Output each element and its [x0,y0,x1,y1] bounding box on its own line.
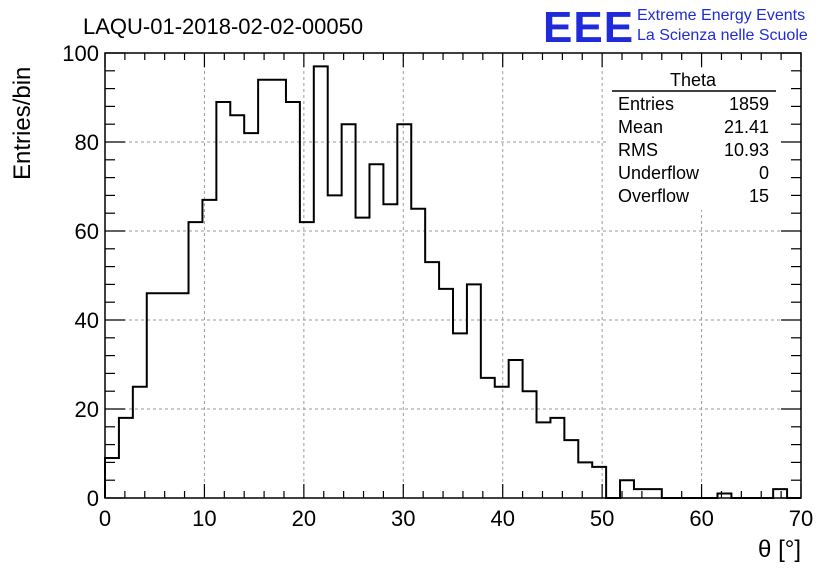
y-tick-label: 80 [75,130,99,155]
stats-row-value: 1859 [729,94,769,114]
histogram-line [104,65,801,499]
y-tick-label: 100 [62,41,99,66]
y-tick-label: 40 [75,308,99,333]
stats-rows: Entries 1859 Mean 21.41 RMS 10.93 Underflow 0 Ov… [618,94,769,206]
x-tick-label: 50 [590,506,614,531]
y-tick-label: 60 [75,219,99,244]
stats-row-label: Underflow [618,163,700,183]
x-tick-label: 40 [490,506,514,531]
tick-labels: 0 10 20 30 40 50 60 70 0 20 40 60 80 100 [62,41,813,531]
stats-row-label: RMS [618,140,658,160]
chart-title: LAQU-01-2018-02-02-00050 [83,14,363,39]
stats-row-label: Overflow [618,186,690,206]
plot-frame [104,52,802,499]
axis-ticks [104,52,802,499]
stats-box: Theta Entries 1859 Mean 21.41 RMS 10.93 Underf… [608,70,780,210]
x-tick-label: 60 [689,506,713,531]
x-tick-label: 20 [292,506,316,531]
stats-row-value: 15 [749,186,769,206]
eee-logo-line1: Extreme Energy Events [637,7,805,24]
eee-logo: EEE Extreme Energy Events La Scienza nel… [543,3,808,52]
y-tick-label: 20 [75,397,99,422]
stats-row-label: Mean [618,117,663,137]
x-tick-label: 10 [192,506,216,531]
eee-logo-mark: EEE [543,3,634,52]
stats-row-value: 0 [759,163,769,183]
x-tick-label: 70 [789,506,813,531]
eee-logo-line2: La Scienza nelle Scuole [637,27,808,44]
y-tick-label: 0 [87,486,99,511]
stats-row-value: 21.41 [724,117,769,137]
x-axis-label: θ [°] [758,536,801,563]
x-tick-label: 0 [99,506,111,531]
y-axis-label: Entries/bin [9,67,36,180]
x-tick-label: 30 [391,506,415,531]
stats-title: Theta [670,70,717,90]
stats-box-bg [608,70,780,210]
stats-row-value: 10.93 [724,140,769,160]
stats-row-label: Entries [618,94,674,114]
